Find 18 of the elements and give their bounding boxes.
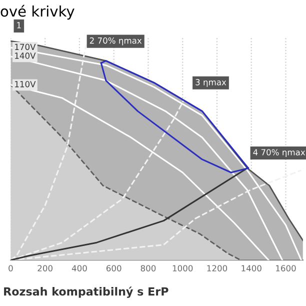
x-tick-label: 600 — [106, 265, 122, 272]
x-tick-label: 1600 — [276, 265, 296, 272]
annotation: 3 ηmax — [196, 79, 226, 87]
chart-title: ové krivky — [0, 4, 74, 20]
x-tick-label: 1200 — [207, 265, 228, 272]
x-tick-label: 400 — [72, 265, 87, 272]
annotation: 2 70% ηmax — [90, 37, 142, 46]
x-tick-label: 1000 — [172, 265, 193, 272]
series-label: 110V — [15, 81, 36, 88]
annotation: 1 — [17, 22, 21, 28]
annotation: 4 70% ηmax — [253, 149, 306, 158]
series-label: 140V — [15, 52, 36, 59]
series-label: 170V — [15, 44, 36, 50]
x-tick-label: 0 — [8, 265, 13, 272]
x-tick-label: 800 — [140, 265, 156, 272]
x-tick-label: 200 — [38, 265, 52, 272]
x-tick-label: 1400 — [242, 265, 262, 272]
text: Rozsah kompatibilný s ErP — [4, 286, 168, 298]
